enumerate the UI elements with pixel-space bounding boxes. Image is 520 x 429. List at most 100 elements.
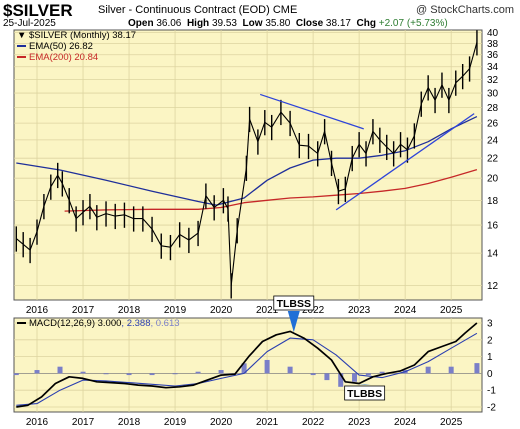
macd-y-tick-label: 0: [487, 369, 493, 380]
legend-price: $SILVER (Monthly) 38.17: [29, 30, 136, 41]
macd-legend-text: MACD(12,26,9) 3.000, 2.388, 0.613: [29, 318, 180, 329]
high-label: High: [186, 18, 210, 29]
annotation-label: TLBSS: [277, 298, 311, 310]
macd-x-tick-label: 2021: [256, 417, 279, 428]
macd-histogram-bar: [57, 366, 63, 374]
macd-histogram-bar: [425, 366, 431, 374]
macd-histogram-bar: [218, 370, 224, 374]
macd-histogram-bar: [287, 366, 293, 374]
macd-y-tick-label: -1: [487, 386, 496, 397]
price-y-tick-label: 36: [487, 50, 499, 61]
chg-value: +2.07 (+5.73%): [378, 18, 448, 29]
close-label: Close: [295, 18, 324, 29]
macd-histogram-bar: [264, 359, 270, 374]
price-y-tick-label: 12: [487, 281, 499, 292]
macd-histogram-bar: [365, 373, 371, 376]
macd-x-tick-label: 2023: [348, 417, 371, 428]
macd-histogram-bar: [324, 373, 330, 381]
price-x-tick-label: 2023: [348, 305, 371, 316]
macd-histogram-bar: [448, 366, 454, 374]
ema200-line: [64, 168, 478, 212]
annotation-label: TLBBS: [347, 388, 382, 400]
price-y-tick-label: 26: [487, 119, 499, 130]
legend-ema200: EMA(200) 20.84: [29, 52, 98, 63]
macd-histogram-bar: [149, 373, 155, 376]
low-value: 35.80: [265, 18, 291, 29]
chg-label: Chg: [356, 18, 376, 29]
price-y-tick-label: 14: [487, 249, 499, 260]
price-y-tick-label: 40: [487, 28, 499, 39]
price-plot-area: [13, 29, 483, 301]
macd-x-tick-label: 2019: [164, 417, 187, 428]
price-y-tick-label: 22: [487, 154, 499, 165]
macd-histogram-bar: [103, 373, 109, 375]
macd-x-tick-label: 2017: [72, 417, 95, 428]
price-line: [15, 42, 478, 287]
macd-histogram-bar: [172, 373, 178, 375]
macd-histogram-bar: [13, 373, 19, 376]
macd-x-tick-label: 2022: [302, 417, 325, 428]
price-y-tick-label: 16: [487, 221, 499, 232]
macd-x-tick-label: 2016: [26, 417, 49, 428]
macd-legend-macd: MACD(12,26,9): [29, 318, 95, 329]
macd-histogram-bar: [80, 371, 86, 374]
chart-symbol: $SILVER: [3, 1, 73, 20]
high-value: 39.53: [211, 18, 237, 29]
macd-histogram-bar: [352, 373, 358, 382]
quote-date: 25-Jul-2025: [3, 18, 56, 29]
macd-histogram-bar: [34, 370, 40, 374]
macd-x-tick-label: 2020: [210, 417, 233, 428]
macd-histogram-bar: [195, 371, 201, 374]
low-label: Low: [242, 18, 263, 29]
price-x-tick-label: 2024: [394, 305, 417, 316]
price-x-tick-label: 2018: [118, 305, 141, 316]
price-x-tick-label: 2021: [256, 305, 279, 316]
macd-histogram-bar: [474, 363, 480, 374]
annotation-arrow: [358, 384, 371, 385]
macd-x-tick-label: 2024: [394, 417, 417, 428]
chart-description: Silver - Continuous Contract (EOD) CME: [98, 5, 297, 16]
price-y-tick-label: 34: [487, 62, 499, 73]
macd-plot-area: [13, 317, 483, 413]
legend-price-icon: ▼: [17, 30, 26, 41]
macd-histogram-bar: [310, 373, 316, 376]
macd-line: [16, 322, 478, 408]
price-y-tick-label: 38: [487, 39, 499, 50]
annotation-box: [273, 295, 315, 311]
price-x-tick-label: 2019: [164, 305, 187, 316]
open-value: 36.06: [156, 18, 182, 29]
price-x-tick-label: 2020: [210, 305, 233, 316]
macd-histogram-bar: [379, 371, 385, 374]
macd-x-tick-label: 2018: [118, 417, 141, 428]
macd-y-tick-label: 1: [487, 352, 493, 363]
description-text: Silver - Continuous Contract (EOD): [98, 4, 270, 16]
ohlc-readout: Open 36.06 High 39.53 Low 35.80 Close 38…: [128, 19, 448, 29]
price-x-tick-label: 2016: [26, 305, 49, 316]
price-x-tick-label: 2022: [302, 305, 325, 316]
macd-histogram-bar: [338, 373, 344, 387]
close-value: 38.17: [325, 18, 351, 29]
trendline: [259, 93, 364, 130]
price-x-tick-label: 2025: [440, 305, 463, 316]
price-y-tick-label: 30: [487, 89, 499, 100]
macd-legend-hist_value: , 0.613: [150, 318, 179, 329]
price-y-tick-label: 18: [487, 196, 499, 207]
macd-legend-signal_value: , 2.388: [121, 318, 150, 329]
legend-ema50: EMA(50) 26.82: [29, 41, 93, 52]
macd-legend-macd_value: 3.000: [95, 318, 121, 329]
price-y-tick-label: 24: [487, 135, 499, 146]
macd-x-tick-label: 2025: [440, 417, 463, 428]
macd-y-tick-label: -2: [487, 402, 496, 413]
macd-histogram-bar: [126, 373, 132, 376]
ema50-line: [16, 116, 478, 206]
trendline: [335, 113, 475, 211]
macd-histogram-bar: [241, 363, 247, 374]
open-label: Open: [128, 18, 154, 29]
macd-y-tick-label: 2: [487, 335, 493, 346]
price-y-tick-label: 28: [487, 103, 499, 114]
price-x-tick-label: 2017: [72, 305, 95, 316]
exchange-text: CME: [272, 4, 298, 16]
annotation-box: [344, 385, 386, 401]
